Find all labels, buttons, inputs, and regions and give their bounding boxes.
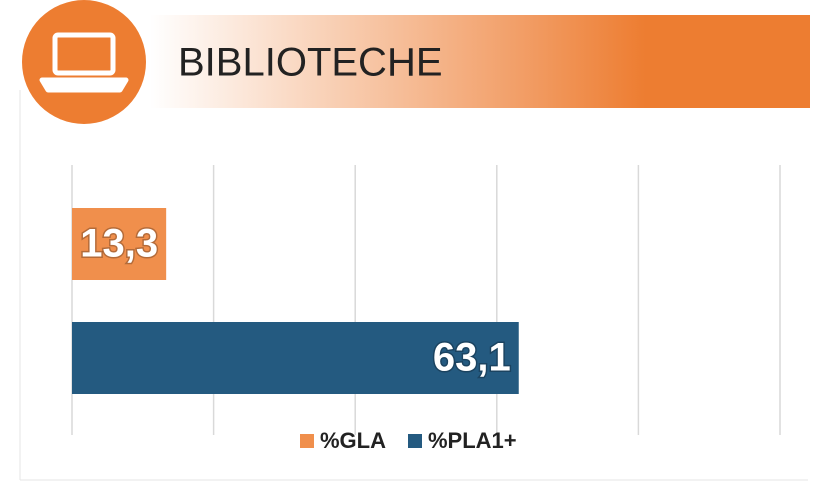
bar (72, 208, 167, 280)
legend-swatch (300, 434, 314, 448)
chart-title: BIBLIOTECHE (178, 41, 443, 85)
title-banner (150, 15, 810, 108)
bar (72, 322, 519, 394)
legend-label: %GLA (320, 428, 386, 453)
laptop-icon (39, 32, 129, 93)
value-label: 13,3 (80, 222, 158, 266)
legend-label: %PLA1+ (428, 428, 517, 453)
legend-swatch (408, 434, 422, 448)
value-label: 63,1 (433, 336, 511, 380)
icon-circle (22, 0, 146, 124)
